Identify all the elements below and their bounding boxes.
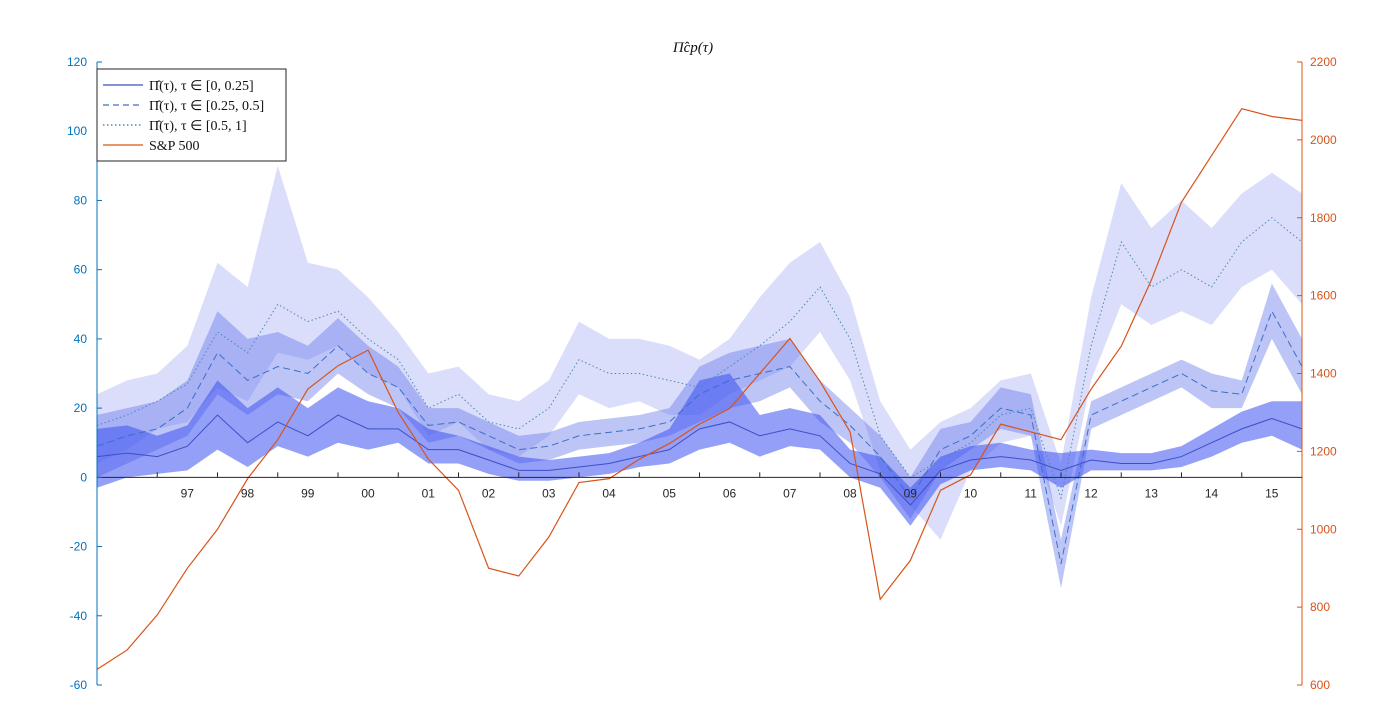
right-tick-label: 1400 (1310, 367, 1337, 381)
x-tick-label: 99 (301, 486, 315, 500)
confidence-bands (97, 165, 1302, 589)
series-line-4 (96, 108, 1303, 670)
band-series-2 (97, 283, 1302, 589)
x-tick-label: 12 (1084, 486, 1098, 500)
right-tick-label: 800 (1310, 600, 1330, 614)
x-tick-label: 04 (602, 486, 616, 500)
x-tick-label: 97 (181, 486, 195, 500)
legend-label: Π̂(τ), τ ∈ [0.25, 0.5] (149, 99, 264, 114)
right-tick-label: 2000 (1310, 133, 1337, 147)
x-tick-label: 05 (663, 486, 677, 500)
legend: Π̂(τ), τ ∈ [0, 0.25] Π̂(τ), τ ∈ [0.25, 0.… (96, 68, 287, 162)
left-tick-label: -60 (70, 678, 88, 692)
left-tick-label: 100 (67, 124, 87, 138)
x-tick-label: 01 (422, 486, 436, 500)
x-tick-label: 98 (241, 486, 255, 500)
legend-label: S&P 500 (149, 139, 199, 154)
right-tick-label: 1000 (1310, 522, 1337, 536)
left-tick-label: 60 (74, 263, 88, 277)
x-tick-label: 08 (843, 486, 857, 500)
x-tick-label: 06 (723, 486, 737, 500)
left-tick-label: 80 (74, 193, 88, 207)
left-tick-label: -40 (70, 609, 88, 623)
x-tick-label: 15 (1265, 486, 1279, 500)
x-tick-label: 00 (361, 486, 375, 500)
x-tick-label: 09 (904, 486, 918, 500)
left-tick-label: -20 (70, 540, 88, 554)
left-tick-label: 0 (80, 470, 87, 484)
x-tick-label: 02 (482, 486, 496, 500)
series-line-2 (96, 309, 1303, 564)
axes: -60-40-200204060801001206008001000120014… (67, 55, 1337, 692)
right-tick-label: 2200 (1310, 55, 1337, 69)
legend-label: Π̂(τ), τ ∈ [0, 0.25] (149, 79, 254, 94)
series-line-1 (96, 414, 1303, 506)
x-tick-label: 11 (1025, 486, 1038, 500)
legend-box (96, 68, 287, 162)
left-tick-label: 40 (74, 332, 88, 346)
right-tick-label: 1200 (1310, 444, 1337, 458)
x-tick-label: 07 (783, 486, 797, 500)
right-tick-label: 1800 (1310, 211, 1337, 225)
x-tick-label: 14 (1205, 486, 1219, 500)
legend-label: Π̂(τ), τ ∈ [0.5, 1] (149, 119, 247, 134)
x-tick-label: 10 (964, 486, 978, 500)
x-tick-label: 13 (1145, 486, 1159, 500)
series-lines (96, 108, 1303, 670)
left-tick-label: 120 (67, 55, 87, 69)
x-tick-label: 03 (542, 486, 556, 500)
left-tick-label: 20 (74, 401, 88, 415)
right-tick-label: 1600 (1310, 289, 1337, 303)
series-line-3 (96, 217, 1303, 501)
right-tick-label: 600 (1310, 678, 1330, 692)
chart-title: Π̂cp(τ) (672, 40, 713, 56)
